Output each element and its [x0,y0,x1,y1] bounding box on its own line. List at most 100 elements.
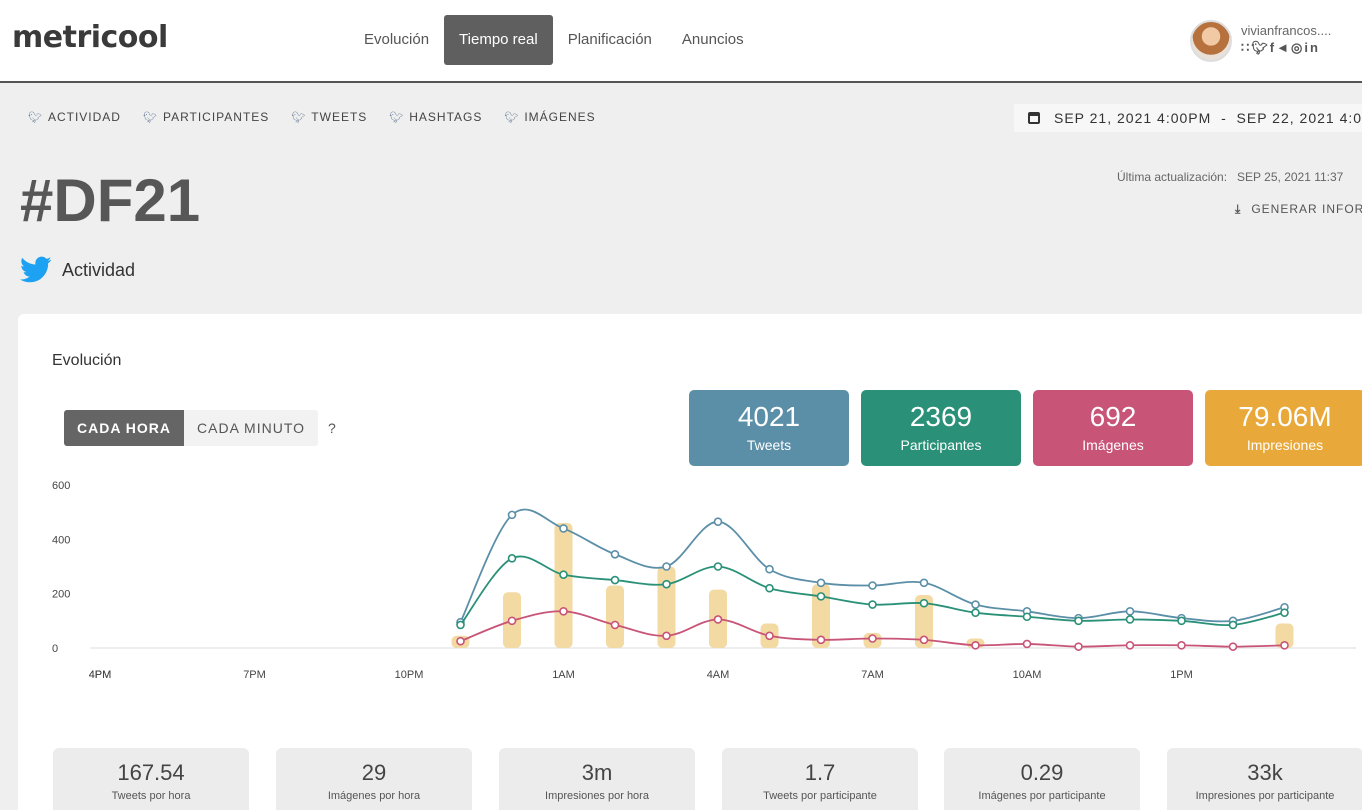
data-point [713,517,723,526]
help-icon[interactable]: ? [328,420,336,436]
y-tick-label: 400 [52,534,70,546]
stat-impressions-per-hour: 3m Impresiones por hora [499,748,695,810]
y-tick-label: 0 [52,643,58,655]
stat-value: 0.29 [1020,760,1064,785]
data-point [610,549,620,559]
data-point [919,578,929,588]
data-point [1125,640,1135,650]
subnav-actividad[interactable]: 🐦︎ ACTIVIDAD [28,110,121,124]
generate-report-button[interactable]: ⤓ GENERAR INFORME [1235,202,1362,217]
subnav-label: ACTIVIDAD [47,110,121,124]
stat-value: 3m [581,760,613,785]
nav-evolucion[interactable]: Evolución [364,31,430,48]
main-nav: Evolución Tiempo real Planificación Anun… [349,15,759,65]
data-point [507,554,517,563]
page-title: #DF21 [20,167,201,234]
stat-value: 33k [1247,760,1283,785]
stat-label: Tweets por participante [763,790,877,802]
kpi-label: Impresiones [1246,437,1324,453]
kpi-label: Participantes [900,437,982,453]
x-tick-label: 4PM [89,669,112,681]
data-point [816,592,826,601]
data-point [1228,642,1238,651]
subnav-participantes[interactable]: 🐦︎ PARTICIPANTES [143,110,269,124]
data-point [971,640,980,650]
data-point [559,570,568,579]
date-range-picker[interactable]: SEP 21, 2021 4:00PM - SEP 22, 2021 4:00P… [1014,104,1362,132]
stat-tweets-per-hour: 167.54 Tweets por hora [53,748,249,810]
x-tick-label: 1PM [1170,669,1193,681]
data-point [662,631,671,641]
brand-logo[interactable]: metricool [12,20,168,55]
twitter-icon: 🐦︎ [28,111,43,124]
data-point [456,636,465,646]
data-point [765,564,774,574]
nav-tiempo-real[interactable]: Tiempo real [444,15,553,65]
granularity-toggle: CADA HORA CADA MINUTO [64,410,319,446]
data-point [1125,607,1135,616]
twitter-icon: 🐦︎ [291,111,307,124]
rss-icon: ∷ [1241,40,1252,55]
toggle-minutely[interactable]: CADA MINUTO [184,410,319,446]
bar [657,566,676,648]
data-point [1074,616,1083,626]
last-update-value: SEP 25, 2021 11:37 [1237,170,1344,184]
kpi-label: Imágenes [1082,437,1144,453]
user-name[interactable]: vivianfrancos.... [1241,23,1332,38]
stat-tweets-per-participant: 1.7 Tweets por participante [722,748,918,810]
data-point [713,562,723,571]
nav-anuncios[interactable]: Anuncios [681,31,744,48]
data-point [971,600,980,609]
data-point [713,615,723,624]
stat-images-per-hour: 29 Imágenes por hora [276,748,472,810]
data-point [559,607,568,616]
kpi-label: Tweets [746,437,792,453]
kpi-value: 4021 [737,401,801,432]
twitter-icon: 🐦︎ [1251,40,1270,55]
x-tick-label: 10PM [395,669,424,681]
bar [812,584,830,648]
kpi-tweets: 4021 Tweets [689,390,849,466]
subnav-label: TWEETS [311,110,368,124]
twitter-icon: 🐦︎ [389,111,405,124]
kpi-value: 79.06M [1238,401,1332,432]
stat-images-per-participant: 0.29 Imágenes por participante [944,748,1140,810]
report-label: GENERAR INFORME [1251,202,1362,216]
data-point [1280,640,1289,650]
x-tick-label: 7PM [243,669,266,681]
data-point [971,608,980,617]
data-point [816,635,826,645]
bar [554,523,573,648]
data-point [1228,620,1238,630]
stat-label: Imágenes por participante [978,790,1106,802]
kpi-participantes: 2369 Participantes [861,390,1021,466]
user-network-icons: ∷🐦︎f◄◎in [1241,40,1320,56]
series-line [459,508,1285,623]
stat-label: Imágenes por hora [327,790,421,802]
instagram-icon: ◎ [1291,40,1305,55]
stat-value: 1.7 [804,760,836,785]
date-start: SEP 21, 2021 4:00PM [1054,110,1212,126]
subnav-label: HASHTAGS [409,110,483,124]
data-point [868,600,877,609]
toggle-hourly[interactable]: CADA HORA [64,410,185,446]
kpi-imagenes: 692 Imágenes [1033,390,1193,466]
data-point [765,583,774,593]
subnav-hashtags[interactable]: 🐦︎ HASHTAGS [389,110,482,124]
data-point [456,620,465,630]
x-tick-label: 4AM [707,669,730,681]
subnav-tweets[interactable]: 🐦︎ TWEETS [291,110,367,124]
facebook-icon: f [1269,40,1277,55]
ads-icon: ◄ [1276,40,1292,55]
data-point [765,631,774,641]
section-label: Actividad [62,259,136,280]
subnav-imagenes[interactable]: 🐦︎ IMÁGENES [504,110,595,124]
avatar[interactable] [1190,20,1232,62]
data-point [507,616,517,626]
x-tick-label: 7AM [861,669,884,681]
stat-value: 167.54 [117,760,185,785]
data-point [662,562,671,571]
top-bar: metricool Evolución Tiempo real Planific… [0,0,1362,83]
nav-planificacion[interactable]: Planificación [567,31,652,48]
